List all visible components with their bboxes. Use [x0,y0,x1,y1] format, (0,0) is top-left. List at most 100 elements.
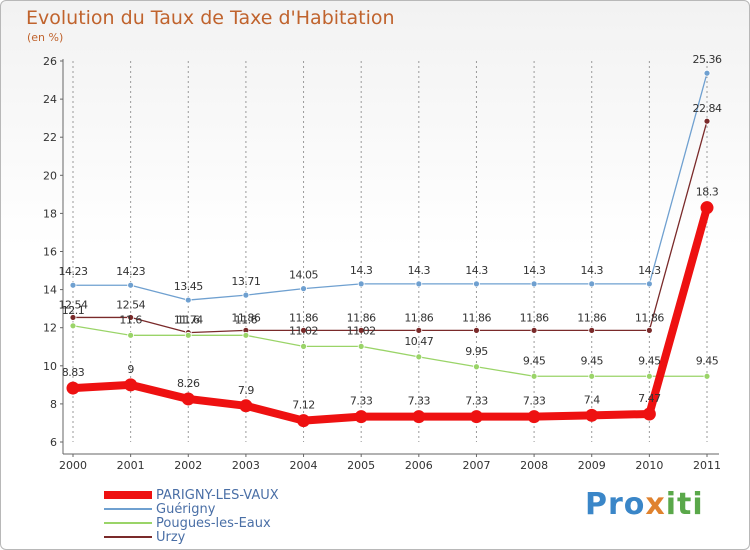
grid [72,61,708,442]
data-label: 9.45 [638,354,661,367]
data-label: 11.86 [520,311,549,324]
x-tick-label: 2009 [578,459,606,472]
data-point [127,281,135,289]
data-point [530,326,538,334]
data-label: 11.86 [635,311,664,324]
data-label: 9.45 [696,354,719,367]
data-point [242,331,250,339]
data-label: 11.86 [577,311,606,324]
data-label: 11.86 [462,311,491,324]
data-point [127,331,135,339]
data-point [585,408,599,422]
data-point [184,296,192,304]
data-label: 7.9 [238,384,254,397]
data-point [239,399,253,413]
data-point [530,372,538,380]
data-point [300,326,307,334]
data-label: 13.45 [174,280,203,293]
legend-label: Urzy [156,529,186,545]
legend-label: Guérigny [156,501,216,517]
x-tick-label: 2002 [174,459,202,472]
series-line [72,206,711,425]
data-label: 14.05 [289,269,318,282]
data-point [645,280,653,288]
data-point [700,201,714,215]
data-point [69,314,77,321]
data-point [530,280,538,288]
data-label: 11.02 [289,324,318,337]
data-point [588,372,596,380]
data-point [415,353,423,361]
x-tick-label: 2003 [232,459,260,472]
data-label: 12.1 [62,304,85,317]
data-label: 9.45 [523,354,546,367]
data-label: 14.3 [580,264,603,277]
legend-label: Pougues-les-Eaux [156,515,271,531]
data-point [69,281,77,289]
data-point [300,342,307,350]
data-point [181,392,195,406]
data-point [527,410,541,424]
data-label: 14.23 [116,265,145,278]
legend-item-pougues: Pougues-les-Eaux [104,515,271,531]
data-point [588,326,596,334]
data-point [473,363,480,371]
data-label: 14.3 [638,264,661,277]
x-tick-label: 2000 [59,459,87,472]
data-label: 7.33 [465,395,488,408]
data-point [469,410,483,424]
data-label: 7.33 [523,395,546,408]
y-tick-label: 8 [50,398,57,411]
x-tick-label: 2005 [347,459,375,472]
y-tick-label: 14 [43,284,57,297]
data-label: 18.3 [696,186,719,199]
data-point [703,69,711,77]
data-point [69,322,77,330]
y-tick-label: 12 [43,322,57,335]
series-line [73,121,708,334]
data-point [184,331,192,339]
y-tick-label: 18 [43,207,57,220]
x-tick-label: 2007 [462,459,490,472]
data-label: 10.47 [404,335,433,348]
x-tick-label: 2001 [117,459,145,472]
data-label: 11.86 [289,311,318,324]
data-label: 14.3 [465,264,488,277]
data-label: 11.74 [174,314,203,327]
data-label: 8.26 [177,377,200,390]
data-point [357,326,365,334]
series-layer [66,69,714,428]
legend-swatch [104,508,152,510]
y-tick-label: 26 [43,55,57,68]
data-label: 9 [127,363,134,376]
data-label: 14.23 [59,265,88,278]
data-label: 11.6 [177,313,200,326]
data-label: 12.54 [116,298,145,311]
data-label: 13.71 [231,275,260,288]
proxiti-logo: Proxiti [585,487,704,522]
data-point [357,280,365,288]
y-tick-label: 20 [43,169,57,182]
data-point [300,285,307,293]
data-label: 14.3 [523,264,546,277]
data-label: 14.3 [408,264,431,277]
data-label: 11.86 [347,311,376,324]
y-tick-label: 24 [43,93,57,106]
data-point [645,326,653,334]
data-point [703,117,711,125]
data-point [703,372,711,380]
legend-swatch [104,522,152,524]
legend-item-urzy: Urzy [104,529,185,545]
y-tick-label: 22 [43,131,57,144]
data-point [297,414,311,428]
unit-label: (en %) [27,31,64,44]
data-label: 12.54 [59,298,88,311]
data-point [354,410,368,424]
data-point [357,342,365,350]
data-point [124,378,138,392]
data-label: 11.6 [119,313,142,326]
data-label: 25.36 [693,53,722,66]
axes: 6 8 10 12 14 16 18 20 22 24 26 2000 2001 2002 2003 2004… [43,55,721,472]
data-label: 7.12 [292,399,315,412]
